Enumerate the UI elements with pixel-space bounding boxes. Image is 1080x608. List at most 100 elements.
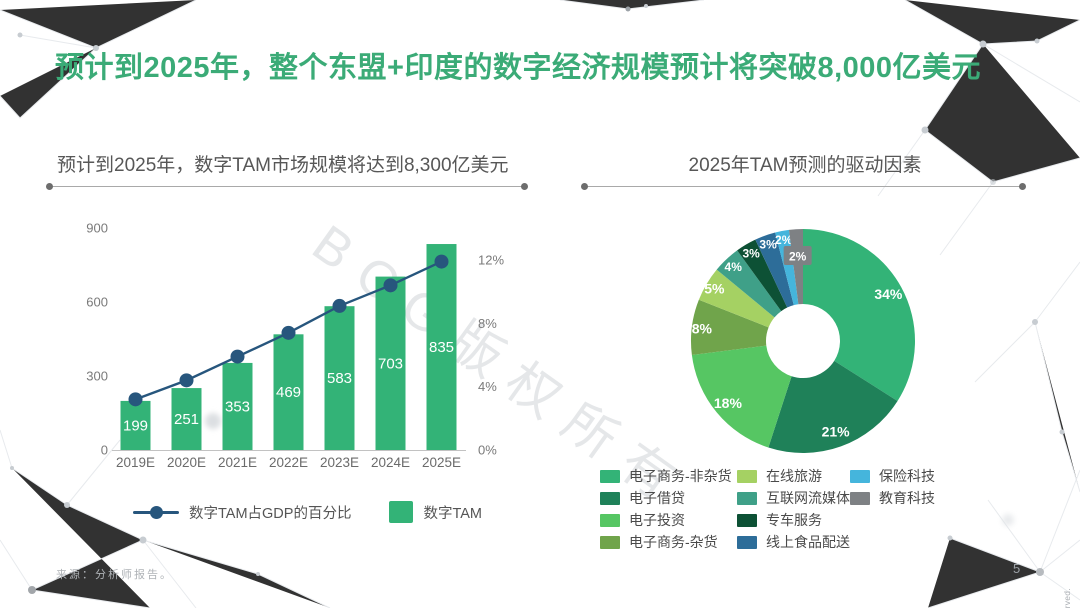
legend-item: 电子借贷	[600, 487, 732, 509]
legend-label: 电子商务-杂货	[629, 534, 718, 550]
bar-line-chart: 0 300 600 900 0% 4% 8% 12% 199 2019E 251 2020E 353 20…	[50, 205, 520, 485]
donut-slice	[755, 232, 794, 308]
legend-label: 电子商务-非杂货	[629, 468, 732, 484]
donut-slice-label: 34%	[874, 286, 903, 302]
bar-series-legend-label: 数字TAM	[423, 505, 482, 522]
bar-chart-legend: 数字TAM占GDP的百分比 数字TAM	[133, 501, 482, 523]
donut-label-box	[783, 246, 812, 266]
bar-value-label: 199	[123, 417, 148, 434]
x-axis-category-label: 2020E	[167, 455, 206, 470]
legend-item: 电子商务-非杂货	[600, 465, 732, 487]
legend-item: 互联网流媒体	[737, 487, 850, 509]
bar-value-label: 703	[378, 355, 403, 372]
right-title-rule	[581, 183, 1026, 190]
legend-label: 电子投资	[629, 512, 685, 528]
bar-value-label: 469	[276, 384, 301, 401]
right-axis-tick-label: 8%	[478, 316, 497, 331]
legend-color-chip	[600, 491, 620, 505]
left-axis-tick-label: 600	[86, 295, 108, 310]
bar	[273, 334, 304, 450]
right-axis-tick-label: 0%	[478, 443, 497, 458]
right-axis-tick-label: 4%	[478, 379, 497, 394]
donut-slice-label: 5%	[704, 281, 725, 297]
bar	[171, 388, 202, 450]
legend-label: 保险科技	[879, 468, 935, 484]
legend-item: 电子投资	[600, 509, 732, 531]
donut-slice	[691, 345, 792, 448]
left-axis-tick-label: 0	[101, 443, 108, 458]
line-point	[281, 325, 296, 340]
donut-slice	[716, 250, 782, 318]
rule-dot	[1019, 183, 1026, 190]
bar-chart-svg: 0 300 600 900 0% 4% 8% 12% 199 2019E 251 2020E 353 20…	[86, 221, 504, 471]
right-axis-tick-label: 12%	[478, 253, 504, 268]
donut-slice	[768, 360, 898, 453]
bar-value-label: 353	[225, 398, 250, 415]
x-axis-category-label: 2024E	[371, 455, 410, 470]
donut-slice	[737, 239, 788, 312]
bar-chart-title: 预计到2025年，数字TAM市场规模将达到8,300亿美元	[57, 155, 509, 176]
source-note: 来源：分析师报告。	[56, 569, 173, 581]
left-title-rule	[46, 183, 528, 190]
legend-item: 线上食品配送	[737, 531, 850, 553]
legend-color-chip	[600, 535, 620, 549]
bar	[120, 400, 151, 450]
x-axis-category-label: 2025E	[422, 455, 461, 470]
bar	[324, 306, 355, 450]
line-point	[230, 349, 245, 364]
rule-dot	[521, 183, 528, 190]
donut-slice-label: 8%	[692, 320, 713, 336]
rule-dot	[46, 183, 53, 190]
legend-color-chip	[737, 535, 757, 549]
legend-label: 线上食品配送	[766, 534, 850, 550]
donut-slice-label: 21%	[822, 424, 851, 440]
line-point	[383, 278, 398, 293]
donut-slice	[698, 269, 775, 328]
donut-slice-label: 3%	[742, 247, 760, 261]
bar	[426, 244, 457, 450]
donut-slice-label: 3%	[759, 237, 777, 251]
legend-item: 专车服务	[737, 509, 850, 531]
line-point	[179, 373, 194, 388]
bar-series-legend-symbol	[389, 501, 414, 523]
left-axis-tick-label: 300	[86, 369, 108, 384]
donut-chart-svg: 34%21%18%8%5%4%3%3%2%2%	[691, 229, 915, 453]
legend-label: 专车服务	[766, 512, 822, 528]
x-axis-category-label: 2021E	[218, 455, 257, 470]
legend-color-chip	[600, 513, 620, 527]
legend-item: 教育科技	[850, 487, 935, 509]
donut-chart-title: 2025年TAM预测的驱动因素	[688, 155, 922, 176]
slide-title: 预计到2025年，整个东盟+印度的数字经济规模预计将突破8,000亿美元	[55, 52, 982, 84]
legend-color-chip	[737, 491, 757, 505]
legend-item: 在线旅游	[737, 465, 850, 487]
legend-label: 教育科技	[879, 490, 935, 506]
bar-value-label: 835	[429, 339, 454, 356]
bar-value-label: 251	[174, 411, 199, 428]
donut-slice-label: 2%	[789, 249, 807, 263]
legend-color-chip	[850, 491, 870, 505]
legend-label: 互联网流媒体	[766, 490, 850, 506]
donut-legend-column: 保险科技 教育科技	[850, 465, 935, 509]
donut-slice	[775, 229, 799, 306]
x-axis-category-label: 2022E	[269, 455, 308, 470]
bar-value-label: 583	[327, 370, 352, 387]
left-axis-tick-label: 900	[86, 221, 108, 236]
legend-label: 电子借贷	[629, 490, 685, 506]
bar	[375, 276, 406, 450]
rule-dot	[581, 183, 588, 190]
legend-color-chip	[850, 469, 870, 483]
x-axis-category-label: 2023E	[320, 455, 359, 470]
line-series-legend-symbol	[133, 505, 179, 519]
legend-color-chip	[737, 469, 757, 483]
donut-chart: 34% 21% 18% 8% 5% 4% 3% 3% 2% 2%	[655, 212, 955, 474]
legend-color-chip	[600, 469, 620, 483]
line-point	[128, 392, 143, 407]
legend-item: 保险科技	[850, 465, 935, 487]
donut-legend-column: 在线旅游互联网流媒体 专车服务线上食品配送	[737, 465, 850, 553]
line-point	[434, 254, 449, 269]
legend-color-chip	[737, 513, 757, 527]
donut-slice	[803, 229, 915, 402]
